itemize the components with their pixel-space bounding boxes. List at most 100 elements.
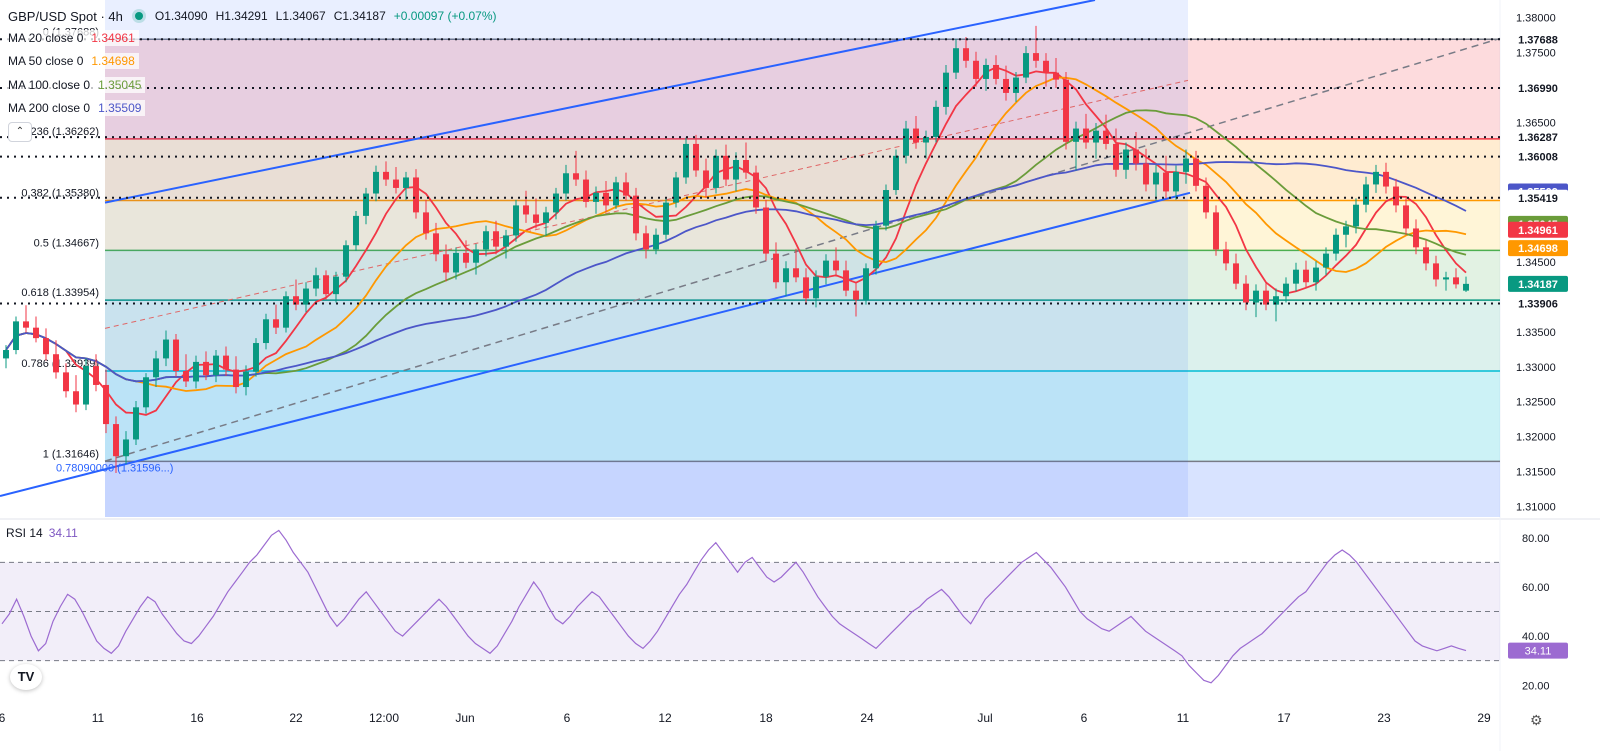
chevron-up-icon[interactable]: ⌃ xyxy=(8,122,32,142)
candle-body xyxy=(243,371,249,388)
rsi-legend[interactable]: RSI 14 34.11 xyxy=(6,526,78,540)
price-tick-label: 1.37500 xyxy=(1516,47,1556,59)
candle-body xyxy=(403,177,409,188)
candle-body xyxy=(3,350,9,359)
candle-body xyxy=(1293,269,1299,284)
candle-body xyxy=(193,361,199,382)
candle-body xyxy=(523,205,529,215)
candle-body xyxy=(803,277,809,299)
price-label-box xyxy=(1508,295,1568,312)
candle-body xyxy=(793,268,799,278)
candle-body xyxy=(1073,128,1079,142)
fib-zone xyxy=(105,461,1500,517)
candle-body xyxy=(873,225,879,269)
symbol-title[interactable]: GBP/USD Spot · 4h xyxy=(8,8,123,24)
candle-body xyxy=(13,321,19,351)
candle-body xyxy=(1303,269,1309,283)
candle-body xyxy=(1213,212,1219,250)
candle-body xyxy=(953,48,959,73)
time-tick-label: 23 xyxy=(1377,711,1391,725)
market-status-icon xyxy=(134,12,143,20)
price-tick-label: 1.38000 xyxy=(1516,12,1556,24)
gear-icon[interactable]: ⚙ xyxy=(1530,712,1543,728)
candle-body xyxy=(1093,130,1099,143)
candle-body xyxy=(213,355,219,376)
candle-body xyxy=(683,143,689,178)
candle-body xyxy=(1023,53,1029,78)
candle-body xyxy=(1363,184,1369,205)
candle-body xyxy=(673,177,679,203)
candle-body xyxy=(1443,277,1449,280)
price-label: 1.33906 xyxy=(1518,298,1558,310)
candle-body xyxy=(223,355,229,370)
candle-body xyxy=(413,177,419,213)
candle-body xyxy=(1243,283,1249,303)
candle-body xyxy=(313,275,319,289)
candle-body xyxy=(1163,172,1169,192)
rsi-pane: 80.00 60.00 40.00 20.00 34.11 xyxy=(0,529,1568,692)
ma20-value: 1.34961 xyxy=(91,31,135,45)
candle-body xyxy=(1193,158,1199,186)
candle-body xyxy=(173,339,179,371)
price-label-box xyxy=(1508,80,1568,97)
price-label: 1.36008 xyxy=(1518,152,1558,164)
rsi-value: 34.11 xyxy=(48,526,78,540)
ma100-label: MA 100 close 0 xyxy=(8,78,91,92)
fib-zone xyxy=(105,371,1500,462)
candle-body xyxy=(23,321,29,328)
candle-body xyxy=(373,171,379,194)
candle-body xyxy=(183,370,189,382)
candle-body xyxy=(63,372,69,392)
candle-body xyxy=(773,253,779,283)
candle-body xyxy=(743,159,749,173)
candle-body xyxy=(933,106,939,137)
candle-body xyxy=(1433,263,1439,280)
rsi-value-box xyxy=(1508,642,1568,659)
tradingview-logo-icon[interactable]: TV xyxy=(10,664,42,690)
price-axis: 1.380001.375001.365001.350001.345001.335… xyxy=(1508,12,1568,514)
chart-header: GBP/USD Spot · 4h O1.34090 H1.34291 L1.3… xyxy=(0,6,497,26)
candle-body xyxy=(973,60,979,79)
price-tick-label: 1.34500 xyxy=(1516,257,1556,269)
price-label-box xyxy=(1508,275,1568,292)
candle-body xyxy=(383,171,389,180)
candle-body xyxy=(893,155,899,191)
candle-body xyxy=(1223,249,1229,264)
candle-body xyxy=(273,319,279,328)
candle-body xyxy=(483,231,489,250)
candle-body xyxy=(603,192,609,206)
fib-zone xyxy=(105,39,1500,139)
candle-body xyxy=(513,205,519,236)
candle-body xyxy=(303,288,309,305)
price-tick-label: 1.31500 xyxy=(1516,467,1556,479)
time-tick-label: 16 xyxy=(190,711,204,725)
high-value: H1.34291 xyxy=(215,9,268,23)
candle-body xyxy=(1373,171,1379,185)
candle-body xyxy=(503,235,509,247)
candle-body xyxy=(1273,296,1279,305)
time-tick-label: 11 xyxy=(92,711,105,725)
candle-body xyxy=(1383,171,1389,187)
price-tick-label: 1.32000 xyxy=(1516,432,1556,444)
ma20-legend[interactable]: MA 20 close 0 1.34961 xyxy=(4,30,139,46)
candle-body xyxy=(43,338,49,355)
ma100-legend[interactable]: MA 100 close 0 1.35045 xyxy=(4,77,146,93)
candle-body xyxy=(1013,77,1019,93)
candle-body xyxy=(553,193,559,213)
price-label-box xyxy=(1508,148,1568,165)
candle-body xyxy=(563,173,569,194)
rsi-line xyxy=(1,529,1467,684)
candle-body xyxy=(113,424,119,457)
candle-body xyxy=(983,64,989,79)
ma200-legend[interactable]: MA 200 close 0 1.35509 xyxy=(4,100,146,116)
price-tick-label: 1.33500 xyxy=(1516,327,1556,339)
ma50-legend[interactable]: MA 50 close 0 1.34698 xyxy=(4,53,139,69)
candle-body xyxy=(1173,171,1179,192)
candle-body xyxy=(103,384,109,425)
price-tick-label: 1.31000 xyxy=(1516,502,1556,514)
candle-body xyxy=(833,260,839,271)
price-tick-label: 1.33000 xyxy=(1516,362,1556,374)
price-label: 1.34698 xyxy=(1518,243,1558,255)
time-tick-label: 12:00 xyxy=(369,711,399,725)
